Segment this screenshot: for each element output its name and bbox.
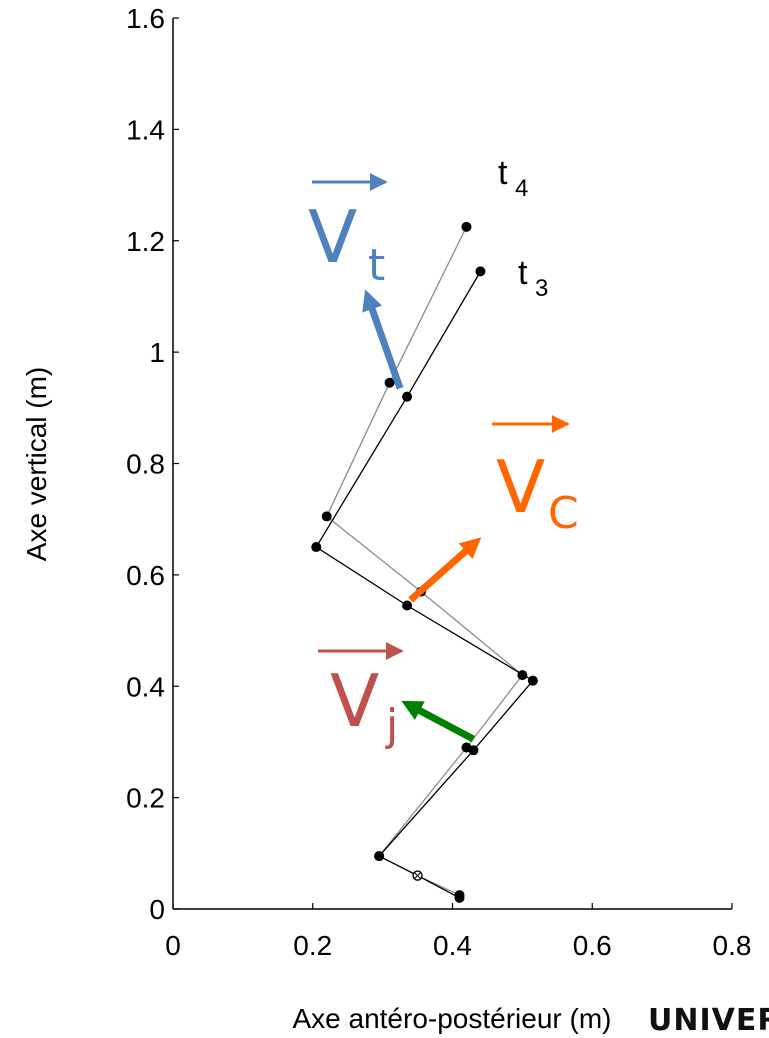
vector-label-j: V — [330, 659, 379, 743]
vector-arrow-c — [408, 537, 482, 603]
series-line-t4 — [325, 226, 524, 896]
series-layer — [311, 221, 538, 903]
time-label-t4: t — [498, 154, 508, 192]
data-point-t3 — [454, 892, 465, 903]
y-tick-label: 0.4 — [126, 671, 165, 702]
y-tick-label: 1.2 — [126, 226, 165, 257]
time-subscript-t3: 3 — [535, 275, 548, 302]
vector-subscript-t: t — [368, 240, 385, 291]
y-tick-label: 1.6 — [126, 3, 165, 34]
vector-label-c: V — [496, 445, 545, 529]
x-tick-label: 0 — [165, 930, 181, 961]
y-tick-label: 0 — [149, 894, 165, 925]
vector-layer — [362, 289, 482, 743]
y-tick-label: 0.8 — [126, 449, 165, 480]
vector-arrow-j-green — [401, 700, 476, 743]
data-point-t4 — [321, 511, 332, 522]
axes: 0 0.2 0.4 0.6 0.8 0 0.2 0.4 0.6 0.8 1 1.2 1.4 1.6 Axe … — [21, 3, 751, 1034]
data-point-t3 — [468, 745, 479, 756]
data-point-t3 — [402, 391, 413, 402]
y-tick-label: 1.4 — [126, 114, 165, 145]
vector-subscript-c: C — [548, 488, 579, 539]
vector-subscript-j: j — [385, 700, 398, 751]
y-tick-label: 0.2 — [126, 783, 165, 814]
data-point-t4 — [461, 221, 472, 232]
logo: UNIVER — [648, 1003, 769, 1038]
data-point-t3 — [374, 851, 385, 862]
vector-label-t: V — [308, 195, 357, 279]
y-tick-label: 0.6 — [126, 560, 165, 591]
x-tick-label: 0.4 — [433, 930, 472, 961]
data-point-t4 — [384, 377, 395, 388]
logo-text: UNIVER — [648, 1003, 769, 1038]
data-point-t3 — [527, 675, 538, 686]
vector-arrow-t — [362, 289, 404, 390]
time-subscript-t4: 4 — [515, 175, 528, 202]
data-point-t3 — [475, 266, 486, 277]
x-tick-label: 0.8 — [713, 930, 752, 961]
x-tick-label: 0.6 — [573, 930, 612, 961]
y-axis-label: Axe vertical (m) — [21, 367, 52, 561]
x-axis-label: Axe antéro-postérieur (m) — [292, 1003, 611, 1034]
data-point-t3 — [311, 542, 322, 553]
data-point-t3 — [402, 600, 413, 611]
data-point-cross — [414, 872, 421, 879]
y-tick-label: 1 — [149, 337, 165, 368]
time-label-t3: t — [518, 254, 528, 292]
x-tick-label: 0.2 — [293, 930, 332, 961]
